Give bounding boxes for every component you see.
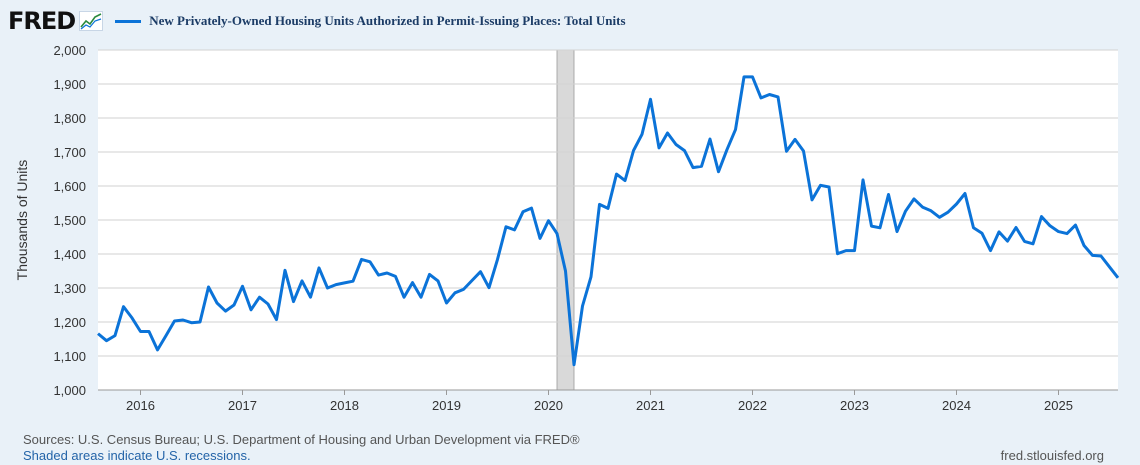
y-tick-label: 1,800 xyxy=(53,111,86,126)
y-tick-label: 1,400 xyxy=(53,247,86,262)
y-tick-label: 1,500 xyxy=(53,213,86,228)
y-tick-label: 1,000 xyxy=(53,383,86,398)
x-tick-label: 2016 xyxy=(126,398,155,413)
x-tick-label: 2024 xyxy=(942,398,971,413)
y-tick-label: 1,900 xyxy=(53,77,86,92)
chart-title: New Privately-Owned Housing Units Author… xyxy=(149,13,626,28)
legend-swatch xyxy=(115,19,142,23)
x-tick-label: 2018 xyxy=(330,398,359,413)
y-axis: 1,000 1,100 1,200 1,300 1,400 1,500 1,600 1,700… xyxy=(53,43,86,398)
fred-site-link[interactable]: fred.stlouisfed.org xyxy=(1000,448,1104,463)
y-tick-label: 1,700 xyxy=(53,145,86,160)
x-tick-label: 2025 xyxy=(1044,398,1073,413)
recession-note[interactable]: Shaded areas indicate U.S. recessions. xyxy=(23,448,251,463)
x-tick-label: 2019 xyxy=(432,398,461,413)
series-layer xyxy=(97,75,1120,367)
x-tick-label: 2020 xyxy=(534,398,563,413)
chart-header: FRED New Privately-Owned Housing Units A… xyxy=(8,6,626,36)
footer-sources: Sources: U.S. Census Bureau; U.S. Depart… xyxy=(23,432,580,464)
y-tick-label: 2,000 xyxy=(53,43,86,58)
x-tick-label: 2023 xyxy=(840,398,869,413)
x-tick-label: 2022 xyxy=(738,398,767,413)
x-tick-label: 2017 xyxy=(228,398,257,413)
sources-text: Sources: U.S. Census Bureau; U.S. Depart… xyxy=(23,432,580,447)
x-axis: 2016 2017 2018 2019 2020 2021 2022 2023 2024 2025 xyxy=(98,389,1118,413)
y-axis-label: Thousands of Units xyxy=(14,160,30,281)
fred-chart-icon xyxy=(79,11,104,31)
y-tick-label: 1,600 xyxy=(53,179,86,194)
y-tick-label: 1,200 xyxy=(53,315,86,330)
y-tick-label: 1,300 xyxy=(53,281,86,296)
line-chart: 1,000 1,100 1,200 1,300 1,400 1,500 1,600 1,700… xyxy=(14,43,1120,413)
y-tick-label: 1,100 xyxy=(53,349,86,364)
x-tick-label: 2021 xyxy=(636,398,665,413)
fred-logo[interactable]: FRED xyxy=(8,7,76,35)
series-line xyxy=(97,75,1120,367)
